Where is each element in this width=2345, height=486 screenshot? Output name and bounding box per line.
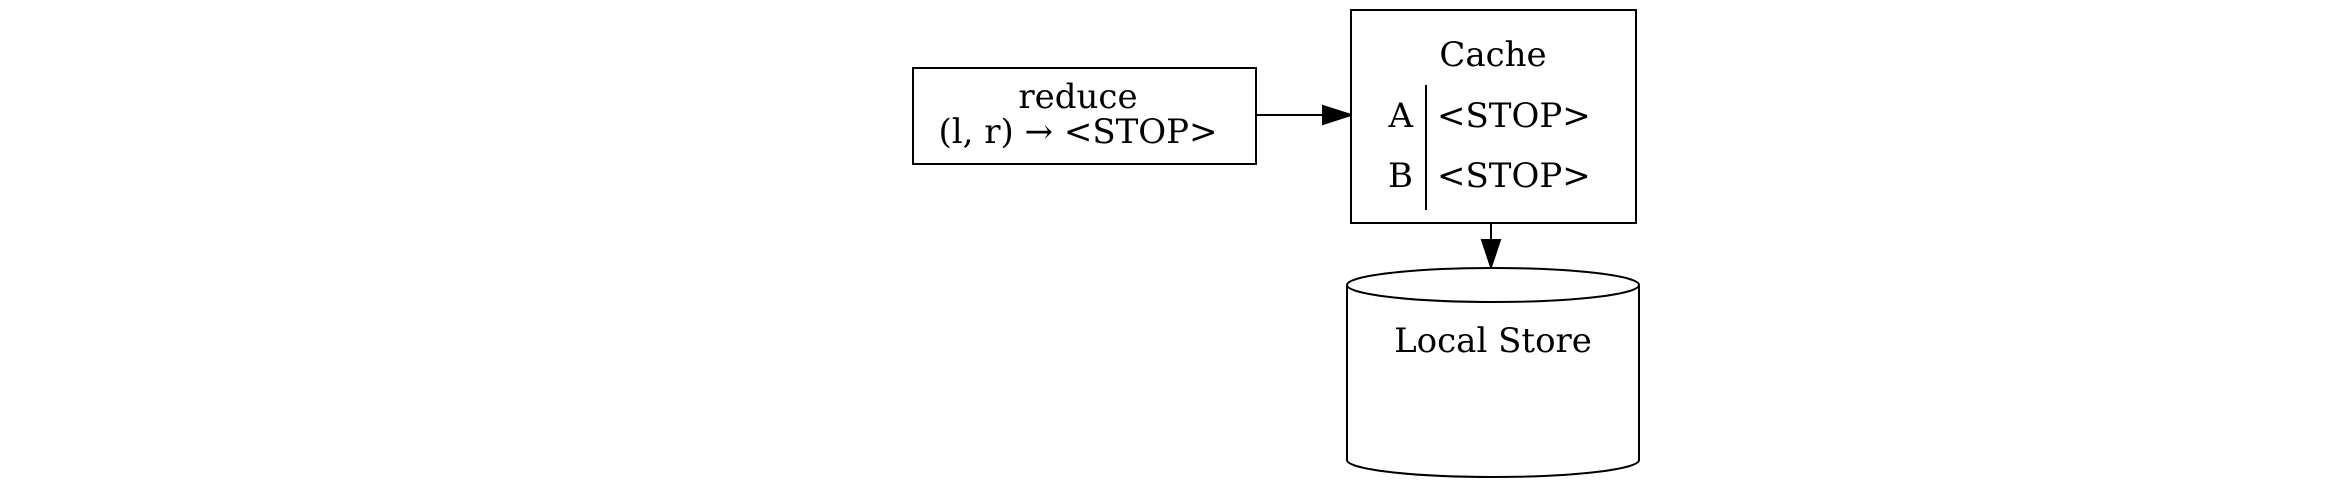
cache-node-title: Cache: [1439, 35, 1546, 75]
arrowhead-right-icon: [1322, 104, 1355, 126]
cache-row-value: <STOP>: [1437, 156, 1591, 196]
edge-reduce-to-cache: [1256, 104, 1355, 126]
edge-cache-to-local-store: [1480, 223, 1502, 271]
cache-node-box: [1350, 9, 1637, 224]
local-store-title: Local Store: [1394, 321, 1592, 361]
reduce-node-title: reduce: [1018, 77, 1137, 117]
reduce-node: reduce (l, r) → <STOP>: [912, 67, 1257, 165]
cache-row-value: <STOP>: [1437, 96, 1591, 136]
arrowhead-down-icon: [1480, 239, 1502, 271]
database-cylinder-rim: [1346, 284, 1640, 303]
local-store-node: Local Store: [1346, 267, 1640, 478]
reduce-node-box: [912, 67, 1257, 165]
database-cylinder-icon: [1346, 267, 1640, 478]
cache-row-key: B: [1388, 156, 1413, 196]
reduce-node-signature: (l, r) → <STOP>: [938, 112, 1217, 152]
cache-row-key: A: [1387, 96, 1413, 136]
cache-node: Cache A <STOP> B <STOP>: [1350, 9, 1637, 224]
